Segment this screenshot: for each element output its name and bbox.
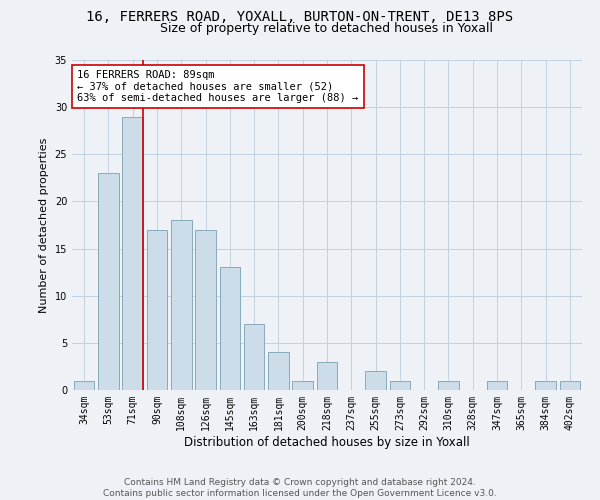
Text: 16, FERRERS ROAD, YOXALL, BURTON-ON-TRENT, DE13 8PS: 16, FERRERS ROAD, YOXALL, BURTON-ON-TREN… — [86, 10, 514, 24]
Bar — [438, 380, 459, 390]
Bar — [244, 324, 265, 390]
Bar — [268, 352, 289, 390]
Bar — [317, 362, 337, 390]
Bar — [389, 380, 410, 390]
Bar — [146, 230, 167, 390]
Bar — [195, 230, 216, 390]
Y-axis label: Number of detached properties: Number of detached properties — [39, 138, 49, 312]
Bar — [220, 268, 240, 390]
Bar — [122, 116, 143, 390]
Bar — [365, 371, 386, 390]
Title: Size of property relative to detached houses in Yoxall: Size of property relative to detached ho… — [161, 22, 493, 35]
Bar — [171, 220, 191, 390]
Bar — [487, 380, 508, 390]
Bar — [98, 173, 119, 390]
Bar — [74, 380, 94, 390]
Bar — [560, 380, 580, 390]
X-axis label: Distribution of detached houses by size in Yoxall: Distribution of detached houses by size … — [184, 436, 470, 448]
Text: Contains HM Land Registry data © Crown copyright and database right 2024.
Contai: Contains HM Land Registry data © Crown c… — [103, 478, 497, 498]
Text: 16 FERRERS ROAD: 89sqm
← 37% of detached houses are smaller (52)
63% of semi-det: 16 FERRERS ROAD: 89sqm ← 37% of detached… — [77, 70, 358, 103]
Bar — [535, 380, 556, 390]
Bar — [292, 380, 313, 390]
